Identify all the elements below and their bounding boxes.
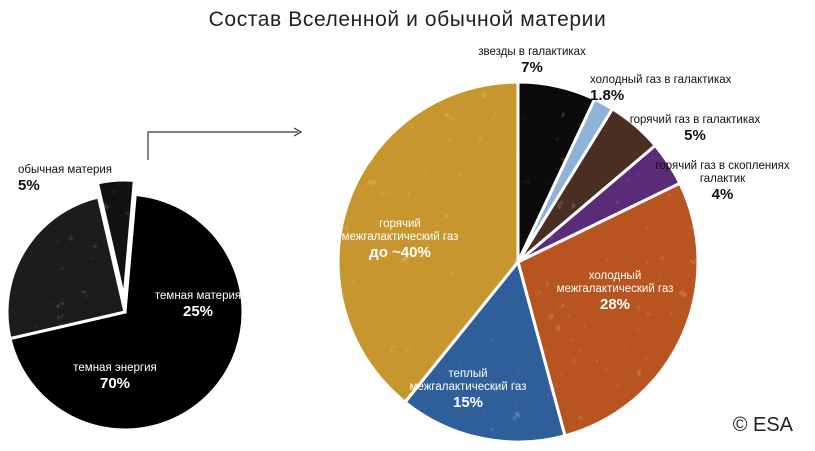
label-ordinary-matter-name: обычная материя bbox=[18, 164, 113, 176]
label-dark-matter-value: 25% bbox=[182, 303, 214, 321]
label-cold-gas-gal: холодный газ в галактиках 1.8% bbox=[590, 74, 770, 104]
label-stars: звезды в галактиках 7% bbox=[462, 46, 602, 76]
credit-text: © ESA bbox=[732, 414, 793, 436]
label-warm-igm-name: теплый межгалактический газ bbox=[409, 368, 527, 394]
arrow-head-icon bbox=[293, 127, 303, 137]
label-cold-igm-value: 28% bbox=[599, 296, 631, 314]
pie-slice-texture-1-0 bbox=[518, 82, 595, 262]
label-stars-name: звезды в галактиках bbox=[478, 46, 586, 58]
pie-slice-texture-0-1 bbox=[7, 197, 125, 339]
pie-slice-texture-1-3 bbox=[518, 145, 680, 262]
pie-slice-texture-1-2 bbox=[518, 108, 656, 263]
label-hot-igm: горячий межгалактический газ до ~40% bbox=[330, 218, 470, 262]
chart-title: Состав Вселенной и обычной материи bbox=[208, 8, 607, 31]
connector-line bbox=[147, 131, 298, 160]
label-dark-energy: темная энергия 70% bbox=[50, 362, 180, 392]
label-cold-gas-gal-value: 1.8% bbox=[590, 87, 625, 105]
pie-slice-texture-0-2 bbox=[97, 180, 135, 299]
label-warm-igm: теплый межгалактический газ 15% bbox=[408, 368, 528, 412]
label-hot-gas-gal: горячий газ в галактиках 5% bbox=[610, 114, 780, 144]
label-ordinary-matter: обычная материя 5% bbox=[18, 164, 138, 194]
label-hot-gas-clusters: горячий газ в скоплениях галактик 4% bbox=[650, 160, 795, 204]
label-ordinary-matter-value: 5% bbox=[18, 177, 40, 195]
label-hot-gas-clusters-name: горячий газ в скоплениях галактик bbox=[655, 160, 790, 186]
label-warm-igm-value: 15% bbox=[452, 394, 484, 412]
label-hot-igm-name: горячий межгалактический газ bbox=[341, 218, 459, 244]
label-cold-gas-gal-name: холодный газ в галактиках bbox=[590, 74, 732, 86]
label-dark-energy-value: 70% bbox=[99, 375, 131, 393]
label-stars-value: 7% bbox=[521, 59, 543, 77]
label-hot-gas-gal-value: 5% bbox=[684, 127, 706, 145]
label-cold-igm: холодный межгалактический газ 28% bbox=[540, 270, 690, 314]
pie-slice-texture-1-5 bbox=[405, 262, 565, 442]
label-hot-gas-clusters-value: 4% bbox=[711, 186, 734, 204]
label-cold-igm-name: холодный межгалактический газ bbox=[556, 270, 674, 296]
label-dark-matter: темная материя 25% bbox=[138, 290, 258, 320]
pie-slice-texture-1-4 bbox=[518, 183, 699, 436]
label-hot-gas-gal-name: горячий газ в галактиках bbox=[629, 114, 761, 126]
pie-slice-texture-1-6 bbox=[338, 81, 518, 403]
label-hot-igm-value: до ~40% bbox=[369, 244, 431, 262]
universe-pie bbox=[5, 178, 245, 432]
ordinary-matter-pie bbox=[336, 80, 700, 444]
label-dark-matter-name: темная материя bbox=[154, 290, 242, 302]
label-dark-energy-name: темная энергия bbox=[73, 362, 157, 374]
